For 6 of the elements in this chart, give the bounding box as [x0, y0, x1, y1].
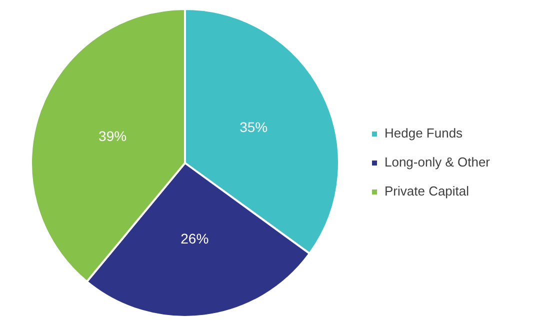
data-label: 26%	[180, 230, 209, 246]
legend-label: Private Capital	[384, 184, 470, 199]
legend-label: Long-only & Other	[384, 154, 491, 170]
data-label: 39%	[98, 128, 127, 144]
legend-label: Hedge Funds	[384, 126, 464, 141]
data-label: 35%	[240, 118, 268, 135]
